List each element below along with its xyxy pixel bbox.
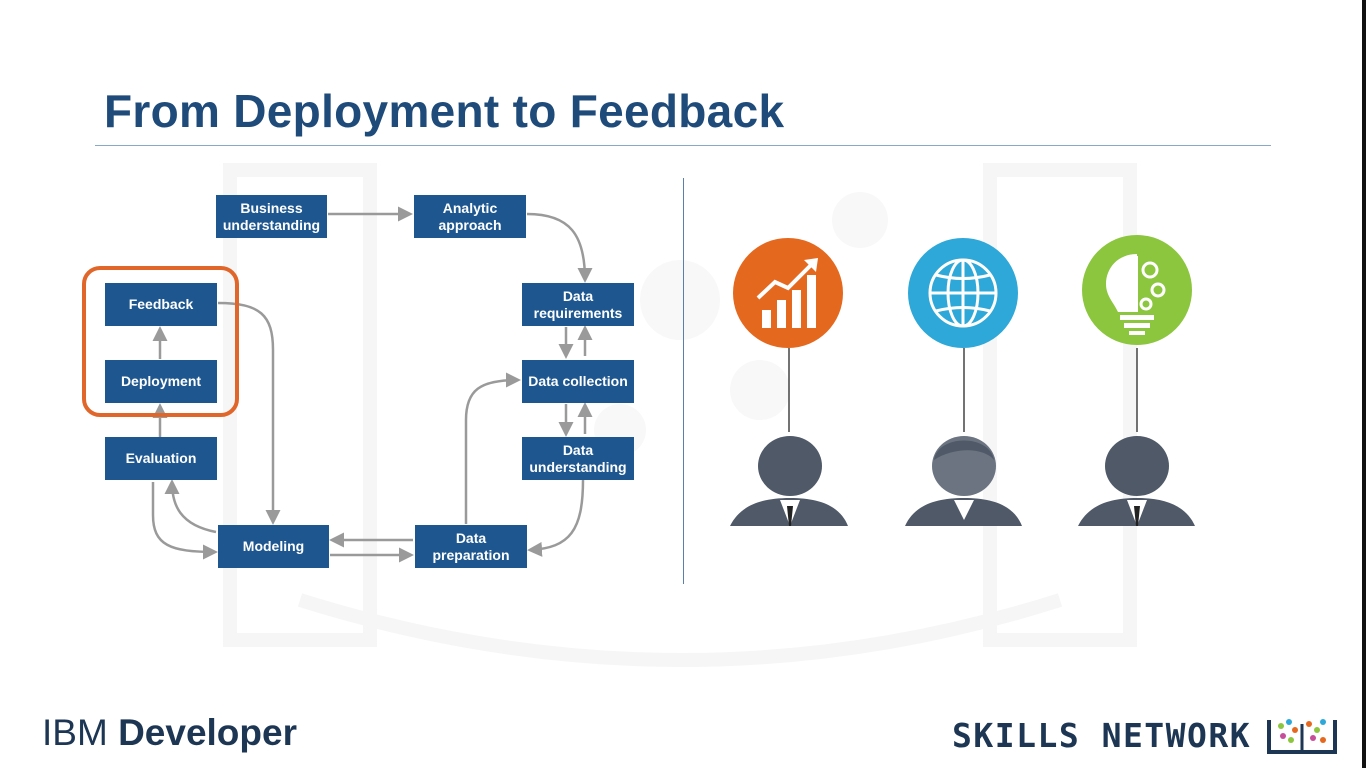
step-data-understanding: Data understanding bbox=[522, 437, 634, 480]
person-icon-2 bbox=[905, 436, 1022, 526]
arrow-analytic-to-requirements bbox=[526, 212, 593, 283]
skills-network-book-icon bbox=[1267, 719, 1337, 754]
step-business-understanding: Business understanding bbox=[216, 195, 327, 238]
arrow-modeling-to-evaluation bbox=[164, 479, 217, 534]
growth-chart-icon bbox=[733, 238, 843, 348]
skills-network-logo: SKILLS NETWORK bbox=[952, 716, 1252, 755]
arrow-preparation-to-collection bbox=[464, 372, 521, 524]
step-data-collection: Data collection bbox=[522, 360, 634, 403]
step-deployment: Deployment bbox=[105, 360, 217, 403]
lightbulb-gears-icon bbox=[1082, 235, 1192, 345]
stakeholders-illustration bbox=[730, 235, 1195, 526]
arrow-evaluation-to-modeling bbox=[151, 482, 218, 560]
step-feedback: Feedback bbox=[105, 283, 217, 326]
person-icon-3 bbox=[1078, 436, 1195, 526]
step-data-preparation: Data preparation bbox=[415, 525, 527, 568]
page-title: From Deployment to Feedback bbox=[104, 85, 785, 137]
person-icon-1 bbox=[730, 436, 848, 526]
window-edge bbox=[1362, 0, 1366, 768]
title-divider bbox=[95, 145, 1271, 146]
vertical-divider bbox=[683, 178, 684, 584]
arrow-feedback-to-modeling bbox=[217, 301, 281, 525]
step-modeling: Modeling bbox=[218, 525, 329, 568]
step-analytic-approach: Analytic approach bbox=[414, 195, 526, 238]
highlight-deployment-feedback bbox=[82, 266, 239, 417]
ibm-developer-logo: IBM Developer bbox=[42, 712, 297, 753]
globe-icon bbox=[908, 238, 1018, 348]
arrow-understanding-to-preparation bbox=[527, 479, 585, 557]
step-evaluation: Evaluation bbox=[105, 437, 217, 480]
step-data-requirements: Data requirements bbox=[522, 283, 634, 326]
